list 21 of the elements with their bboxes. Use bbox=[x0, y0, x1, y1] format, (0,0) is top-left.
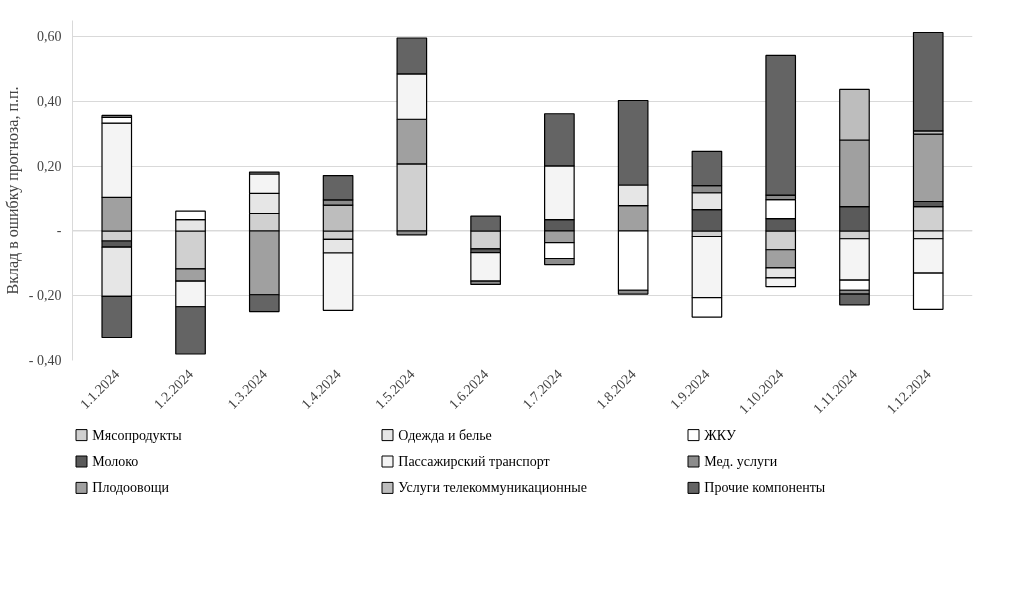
bar bbox=[912, 31, 944, 132]
y-tick-label: - 0,20 bbox=[28, 288, 62, 304]
bar bbox=[912, 133, 944, 203]
y-tick-label: 0,60 bbox=[37, 29, 62, 45]
legend-label: Услуги телекоммуникационные bbox=[398, 480, 587, 496]
legend-label: Прочие компоненты bbox=[704, 480, 826, 496]
legend-label: Пассажирский транспорт bbox=[398, 454, 550, 469]
y-tick-label: - bbox=[56, 223, 62, 239]
y-tick-label: 0,20 bbox=[37, 158, 62, 174]
y-tick-label: - 0,40 bbox=[28, 353, 62, 368]
legend-label: Мед. услуги bbox=[704, 454, 778, 469]
legend-label: Плодоовощи bbox=[92, 480, 170, 496]
y-tick-label: 0,40 bbox=[37, 93, 62, 109]
legend-label: Мясопродукты bbox=[92, 427, 183, 443]
legend-label: Молоко bbox=[92, 454, 139, 469]
y-axis-title: Вклад в ошибку прогноза, п.п. bbox=[3, 86, 22, 295]
bar bbox=[470, 252, 501, 282]
legend-label: ЖКУ bbox=[704, 427, 736, 443]
legend-label: Одежда и белье bbox=[398, 427, 492, 443]
bar bbox=[765, 54, 797, 196]
bar bbox=[839, 293, 870, 306]
